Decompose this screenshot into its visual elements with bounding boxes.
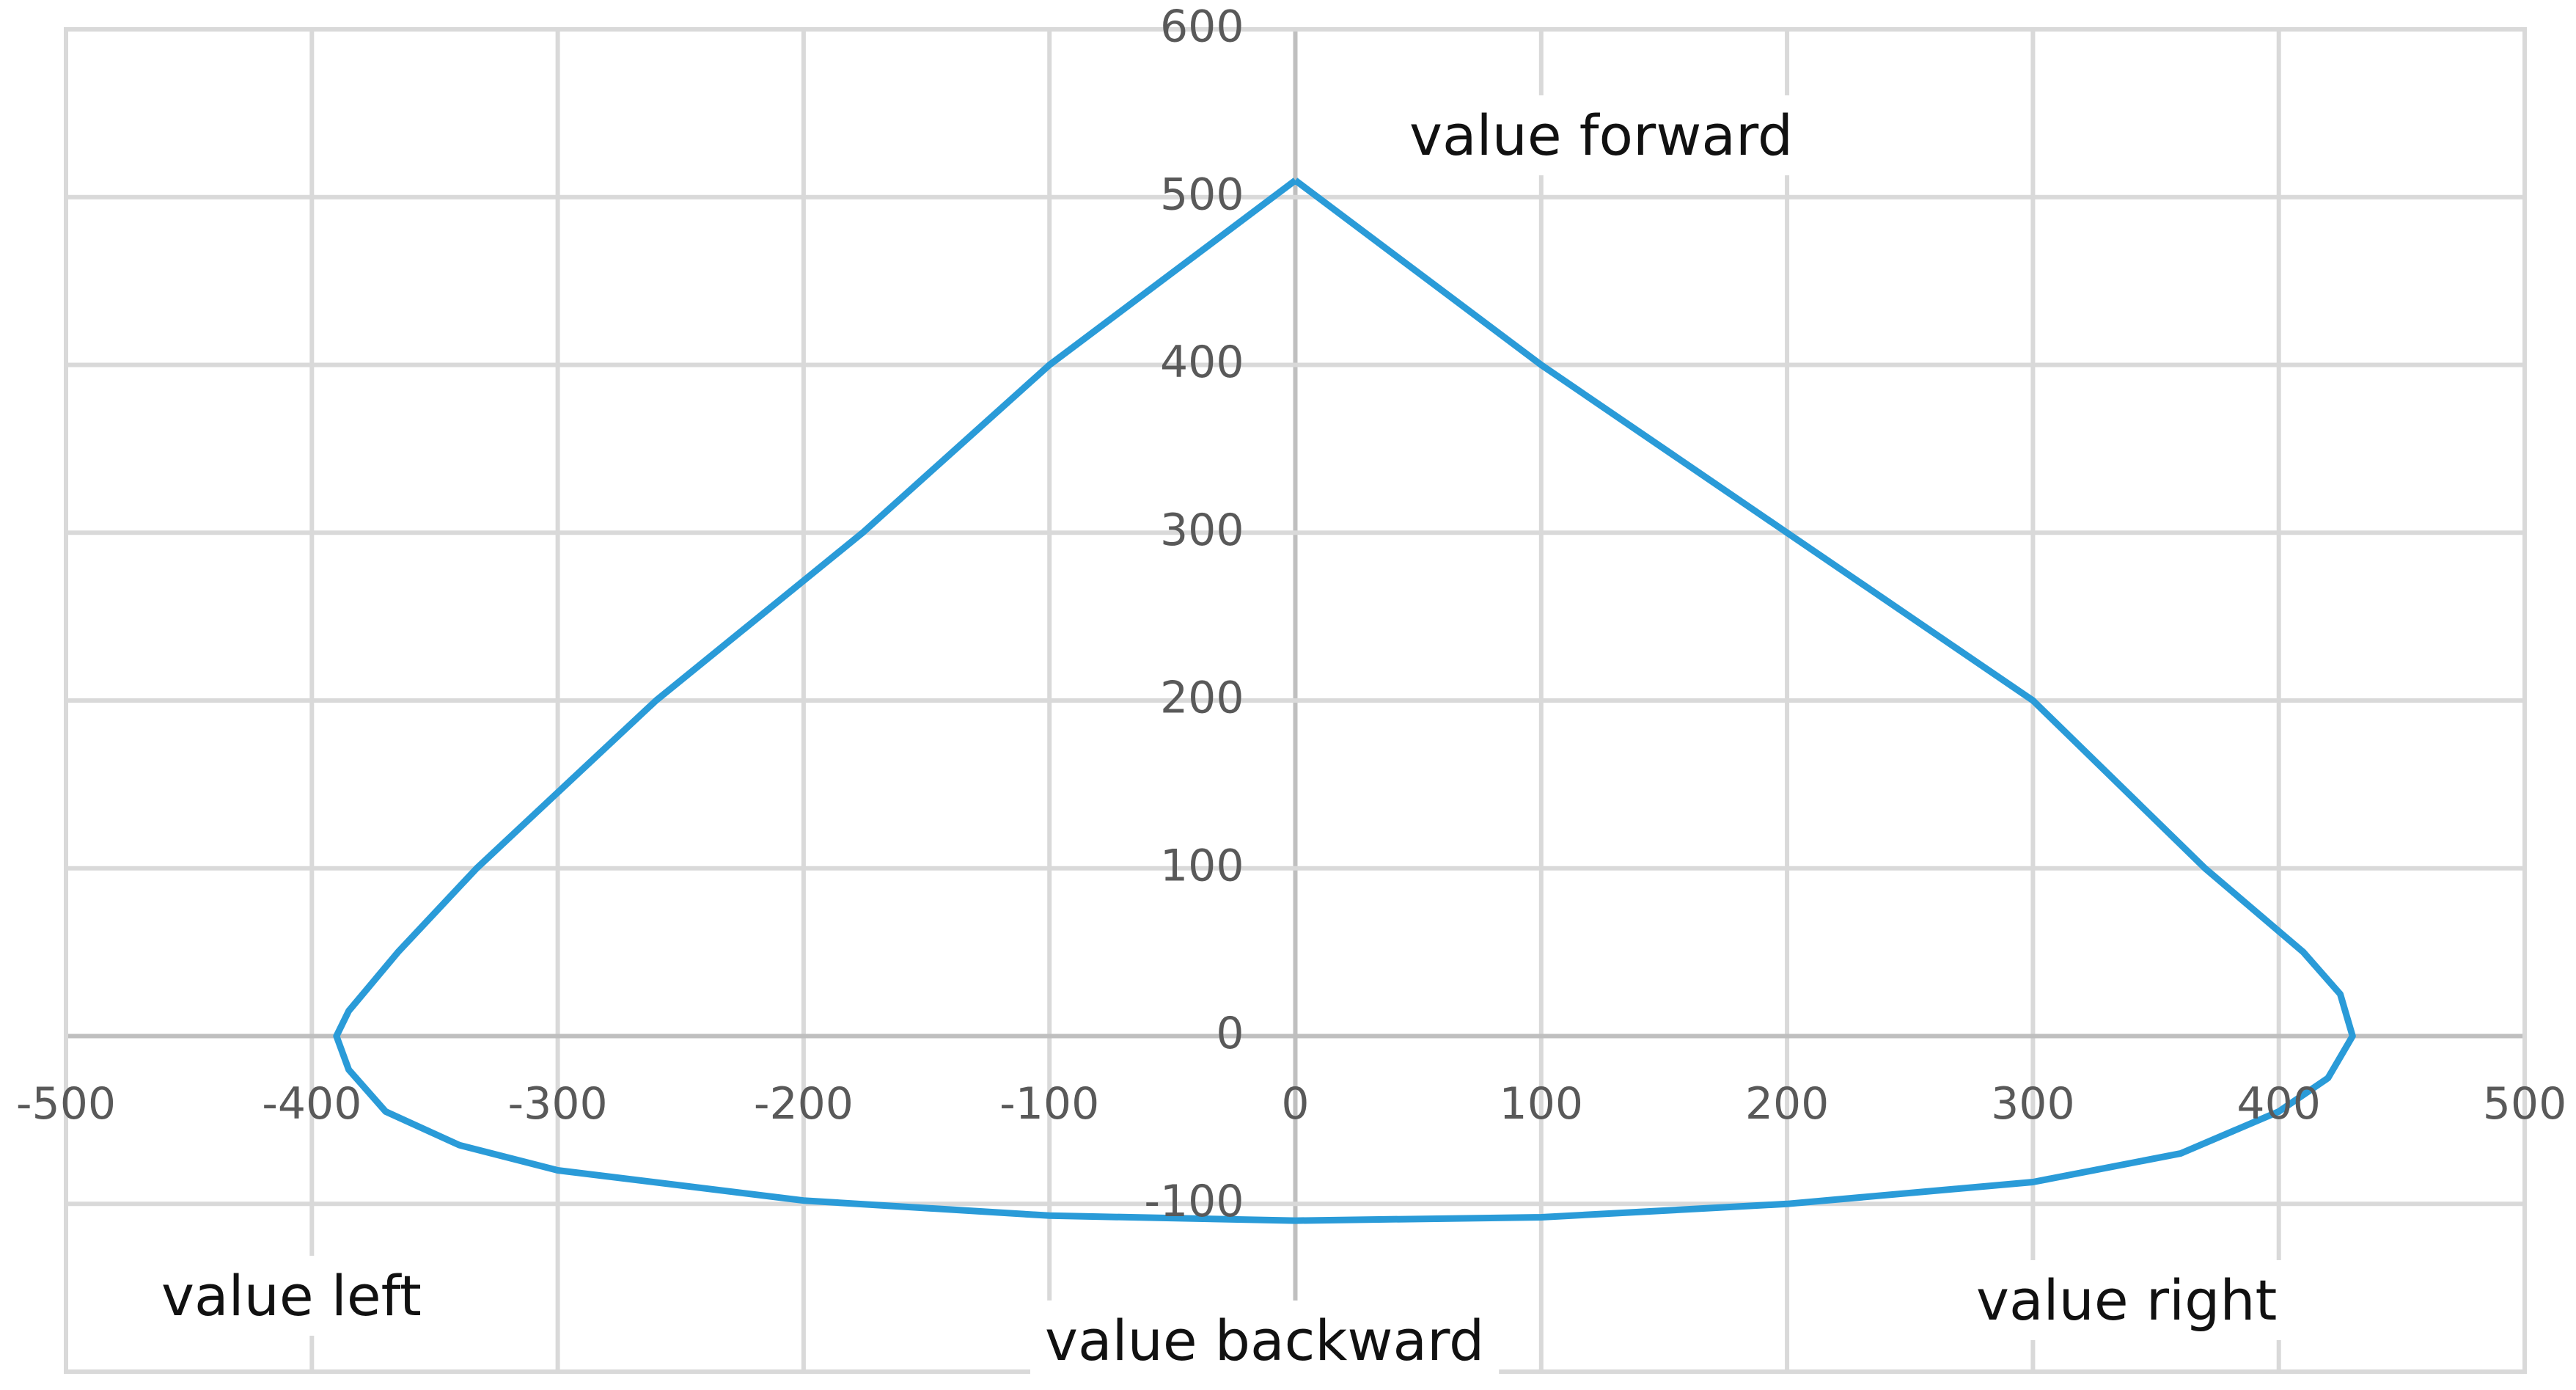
y-tick-label: 500 — [1160, 169, 1244, 220]
x-tick-label: -100 — [999, 1078, 1099, 1130]
y-tick-label: 300 — [1160, 505, 1244, 556]
x-tick-label: 400 — [2236, 1078, 2321, 1130]
y-tick-label: 200 — [1160, 673, 1244, 724]
x-tick-label: -200 — [754, 1078, 854, 1130]
annotation: value right — [1976, 1268, 2277, 1333]
annotation-background — [1962, 1259, 2292, 1340]
annotation: value forward — [1409, 103, 1793, 168]
annotation: value left — [161, 1263, 422, 1328]
y-tick-label: 0 — [1216, 1008, 1244, 1059]
annotation-background — [1395, 95, 1808, 175]
x-tick-label: 300 — [1991, 1078, 2075, 1130]
annotation-background — [147, 1255, 436, 1336]
labels: -500 -400 -300 -200 -100 0 100 200 300 400 500 -100… — [16, 1, 2566, 1380]
x-tick-label: 100 — [1500, 1078, 1584, 1130]
x-tick-label: -500 — [16, 1078, 116, 1130]
series-line — [333, 178, 2356, 1224]
annotation-background — [1030, 1300, 1500, 1380]
x-tick-label: 500 — [2483, 1078, 2567, 1130]
x-tick-label: -400 — [262, 1078, 362, 1130]
marks — [333, 178, 2356, 1224]
annotation: value backward — [1045, 1308, 1484, 1373]
x-tick-label: 200 — [1745, 1078, 1830, 1130]
y-tick-label: 400 — [1160, 337, 1244, 388]
y-tick-label: 600 — [1160, 1, 1244, 53]
x-tick-label: 0 — [1281, 1078, 1309, 1130]
y-tick-label: 100 — [1160, 840, 1244, 891]
x-tick-label: -300 — [508, 1078, 608, 1130]
y-tick-label: -100 — [1144, 1176, 1244, 1227]
